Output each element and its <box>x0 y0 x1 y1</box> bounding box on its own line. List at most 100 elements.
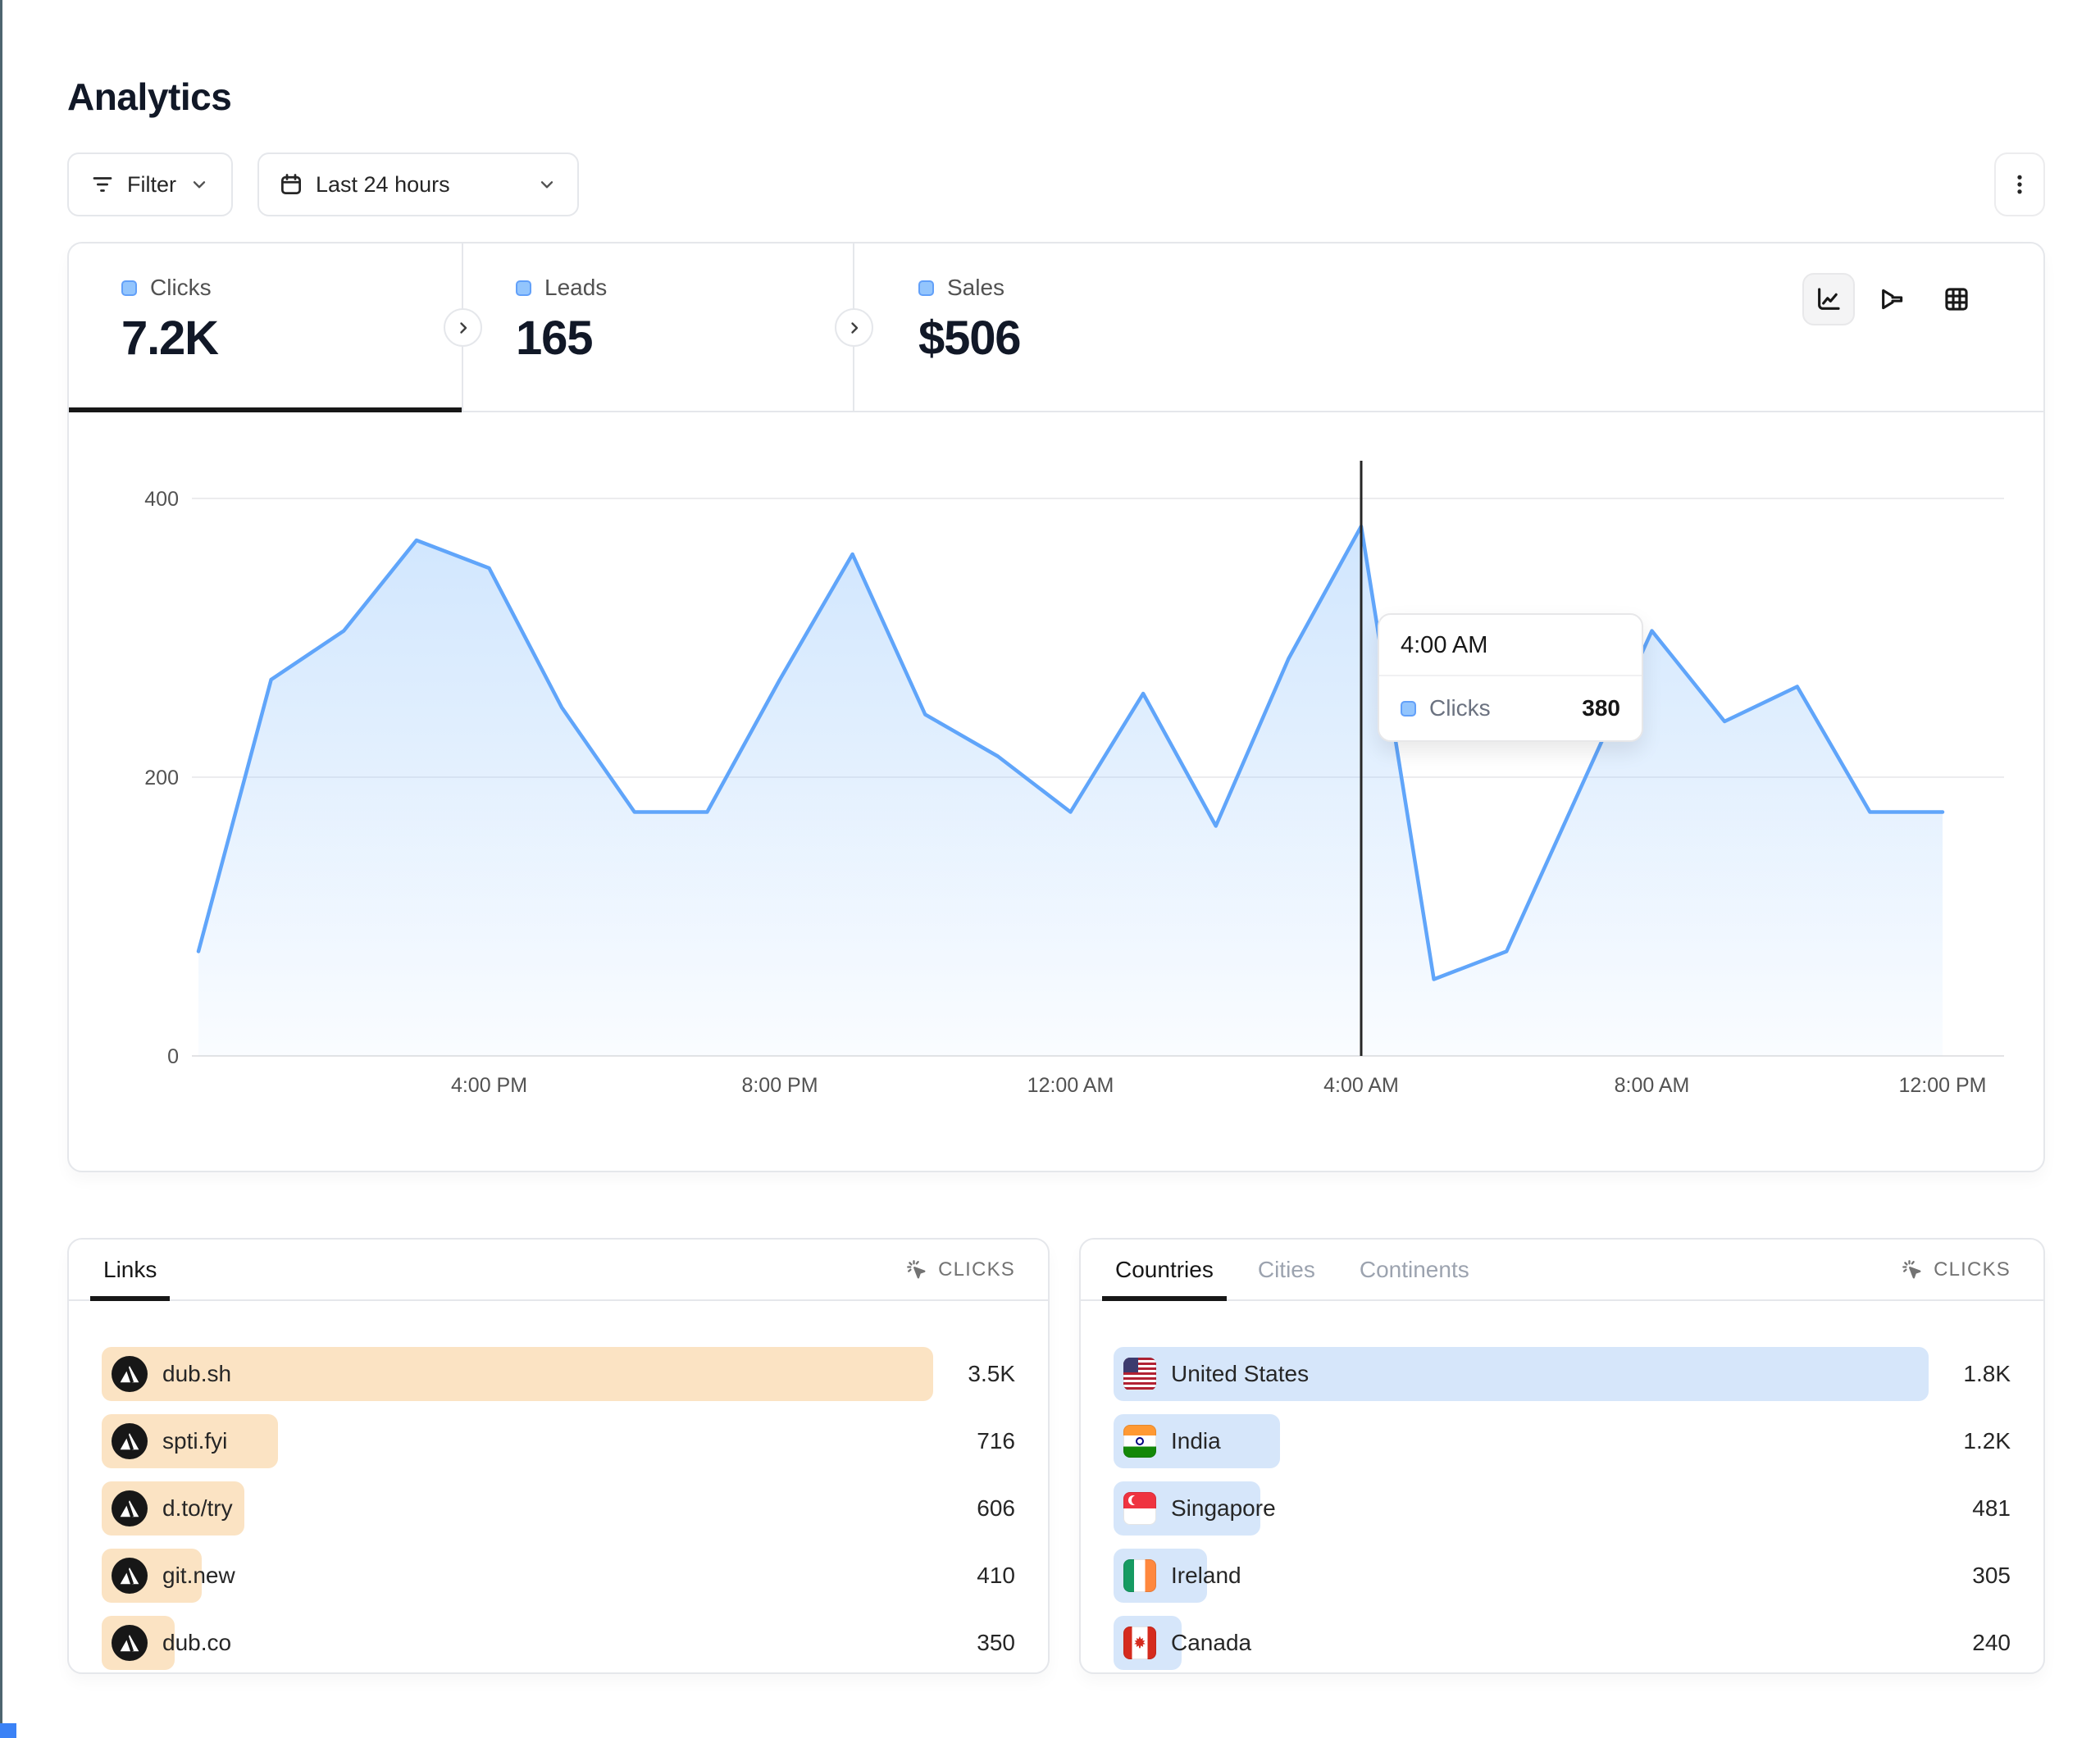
tab-countries[interactable]: Countries <box>1102 1240 1227 1301</box>
dub-logo-icon <box>112 1490 148 1526</box>
tooltip-series-value: 380 <box>1582 695 1620 721</box>
filter-lines-icon <box>90 172 115 197</box>
expand-clicks-button[interactable] <box>444 308 482 347</box>
links-panel-header: Links CLICKS <box>69 1240 1048 1301</box>
link-label: spti.fyi <box>162 1428 228 1454</box>
expand-leads-button[interactable] <box>835 308 873 347</box>
kebab-menu-icon <box>2007 172 2032 197</box>
link-label: git.new <box>162 1563 235 1588</box>
tab-countries-label: Countries <box>1115 1256 1214 1282</box>
tooltip-series-marker <box>1401 700 1416 717</box>
link-clicks-value: 606 <box>977 1495 1015 1521</box>
toolbar: Filter Last 24 hours <box>67 152 579 216</box>
stat-label-leads: Leads <box>544 275 608 300</box>
x-tick-label: 8:00 AM <box>1615 1074 1690 1097</box>
more-options-button[interactable] <box>1994 152 2045 216</box>
country-row[interactable]: India 1.2K <box>1114 1414 2011 1468</box>
stat-value-sales: $506 <box>918 312 1022 365</box>
tab-continents-label: Continents <box>1359 1256 1469 1282</box>
area-fill <box>198 526 1943 1056</box>
country-row[interactable]: United States 1.8K <box>1114 1347 2011 1401</box>
active-tab-underline <box>69 407 462 412</box>
link-clicks-value: 410 <box>977 1563 1015 1588</box>
country-label: Ireland <box>1171 1563 1241 1588</box>
link-row[interactable]: dub.co 350 <box>102 1616 1015 1670</box>
country-label: United States <box>1171 1361 1310 1386</box>
country-clicks-value: 305 <box>1972 1563 2011 1588</box>
cursor-click-icon <box>905 1258 928 1281</box>
stat-label-sales: Sales <box>947 275 1005 300</box>
country-label: Singapore <box>1171 1495 1276 1521</box>
stat-tab-leads[interactable]: Leads 165 <box>463 243 873 411</box>
tooltip-time: 4:00 AM <box>1379 615 1642 676</box>
link-clicks-value: 3.5K <box>968 1361 1015 1386</box>
flag-canada-icon <box>1123 1627 1156 1659</box>
links-metric-selector[interactable]: CLICKS <box>905 1258 1015 1281</box>
x-tick-label: 8:00 PM <box>741 1074 818 1097</box>
filter-button[interactable]: Filter <box>67 152 233 216</box>
stat-tab-sales[interactable]: Sales $506 <box>854 243 2043 411</box>
link-label: dub.co <box>162 1630 232 1655</box>
calendar-icon <box>279 172 303 197</box>
country-clicks-value: 240 <box>1972 1630 2011 1655</box>
funnel-chart-view-button[interactable] <box>1866 273 1919 325</box>
link-row[interactable]: spti.fyi 716 <box>102 1414 1015 1468</box>
link-row[interactable]: dub.sh 3.5K <box>102 1347 1015 1401</box>
link-row[interactable]: git.new 410 <box>102 1549 1015 1603</box>
filter-button-label: Filter <box>127 171 176 197</box>
links-panel: Links CLICKS dub.sh 3.5K spti. <box>67 1238 1050 1674</box>
table-view-button[interactable] <box>1930 273 1983 325</box>
line-chart-icon <box>1815 285 1843 313</box>
date-range-label: Last 24 hours <box>316 171 450 197</box>
scrollbar-fragment[interactable] <box>0 1723 16 1738</box>
country-row[interactable]: Canada 240 <box>1114 1616 2011 1670</box>
chevron-right-icon <box>453 318 473 338</box>
date-range-button[interactable]: Last 24 hours <box>257 152 579 216</box>
country-label: India <box>1171 1428 1221 1454</box>
link-label: dub.sh <box>162 1361 232 1386</box>
geo-metric-label: CLICKS <box>1934 1258 2011 1281</box>
geo-panel-header: Countries Cities Continents CLICKS <box>1081 1240 2043 1301</box>
sales-series-marker <box>918 280 934 296</box>
chevron-right-icon <box>845 318 864 338</box>
chart-type-switcher <box>1802 273 1983 325</box>
stat-value-clicks: 7.2K <box>121 312 219 365</box>
country-bar <box>1114 1347 1929 1401</box>
x-tick-label: 4:00 AM <box>1323 1074 1399 1097</box>
flag-united-states-icon <box>1123 1358 1156 1390</box>
cursor-click-icon <box>1901 1258 1924 1281</box>
dub-logo-icon <box>112 1356 148 1392</box>
links-metric-label: CLICKS <box>938 1258 1015 1281</box>
flag-india-icon <box>1123 1425 1156 1458</box>
link-clicks-value: 350 <box>977 1630 1015 1655</box>
country-label: Canada <box>1171 1630 1252 1655</box>
link-row[interactable]: d.to/try 606 <box>102 1481 1015 1536</box>
y-tick-label: 400 <box>144 488 179 511</box>
chevron-down-icon <box>189 174 210 195</box>
chart-canvas: 0 200 400 4:00 PM 8:00 PM 12:00 AM 4:00 AM 8:00… <box>144 461 2004 1097</box>
country-row[interactable]: Ireland 305 <box>1114 1549 2011 1603</box>
leads-series-marker <box>516 280 531 296</box>
table-grid-icon <box>1943 285 1970 313</box>
y-tick-label: 200 <box>144 767 179 789</box>
chevron-down-icon <box>536 174 558 195</box>
dub-logo-icon <box>112 1558 148 1594</box>
x-tick-label: 12:00 PM <box>1898 1074 1986 1097</box>
link-clicks-value: 716 <box>977 1428 1015 1454</box>
line-chart-view-button[interactable] <box>1802 273 1855 325</box>
geo-metric-selector[interactable]: CLICKS <box>1901 1258 2011 1281</box>
clicks-series-marker <box>121 280 137 296</box>
country-row[interactable]: Singapore 481 <box>1114 1481 2011 1536</box>
stat-tab-clicks[interactable]: Clicks 7.2K <box>69 243 482 412</box>
stats-tabs-row: Clicks 7.2K Leads 165 <box>69 243 2043 412</box>
link-bar <box>102 1347 933 1401</box>
tab-continents[interactable]: Continents <box>1346 1240 1483 1299</box>
tab-cities[interactable]: Cities <box>1245 1240 1328 1299</box>
funnel-chart-icon <box>1879 285 1906 313</box>
page-title: Analytics <box>67 75 232 118</box>
dub-logo-icon <box>112 1423 148 1459</box>
dub-logo-icon <box>112 1625 148 1661</box>
geo-panel: Countries Cities Continents CLICKS Unite… <box>1079 1238 2045 1674</box>
tab-links-label: Links <box>103 1256 157 1282</box>
tab-links[interactable]: Links <box>90 1240 171 1301</box>
